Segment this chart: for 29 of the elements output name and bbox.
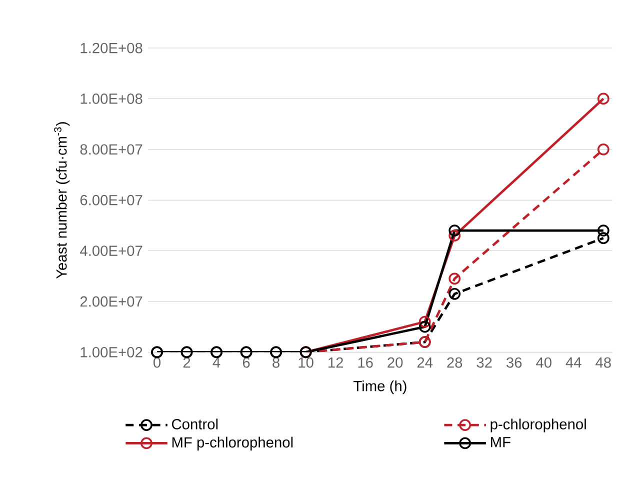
x-tick-label: 28 [447, 357, 462, 368]
x-tick-label: 36 [506, 357, 522, 368]
y-tick-label: 6.00E+07 [80, 194, 142, 206]
x-tick-label: 44 [566, 357, 582, 368]
y-tick-label: 4.00E+07 [80, 245, 142, 256]
y-tick-label: 1.00E+08 [80, 93, 142, 104]
y-axis-title: Yeast number (cfu·cm$^{-3}$) [54, 122, 70, 279]
x-tick-label: 10 [298, 357, 314, 368]
x-tick-label: 2 [183, 357, 190, 368]
x-tick-label: 20 [388, 357, 403, 368]
y-tick-label: 1.20E+08 [80, 42, 142, 54]
legend-label: Control [172, 418, 218, 430]
legend-label: p-chlorophenol [490, 418, 586, 432]
x-axis-title: Time (h) [354, 380, 406, 394]
x-tick-label: 32 [476, 357, 492, 368]
x-tick-label: 6 [242, 357, 250, 368]
x-tick-label: 12 [328, 357, 343, 368]
x-tick-label: 40 [536, 357, 552, 368]
y-tick-label: 2.00E+07 [80, 296, 142, 307]
x-tick-label: 48 [596, 357, 611, 368]
x-tick-label: 0 [153, 357, 161, 368]
y-tick-label: 8.00E+07 [80, 144, 142, 154]
x-tick-label: 8 [272, 357, 280, 368]
x-tick-label: 16 [358, 357, 373, 368]
y-tick-label: 1.00E+02 [80, 346, 142, 358]
x-tick-label: 24 [417, 357, 433, 368]
x-tick-label: 4 [212, 357, 220, 368]
legend-label: MF [491, 436, 510, 448]
legend-label: MF p-chlorophenol [172, 436, 293, 450]
